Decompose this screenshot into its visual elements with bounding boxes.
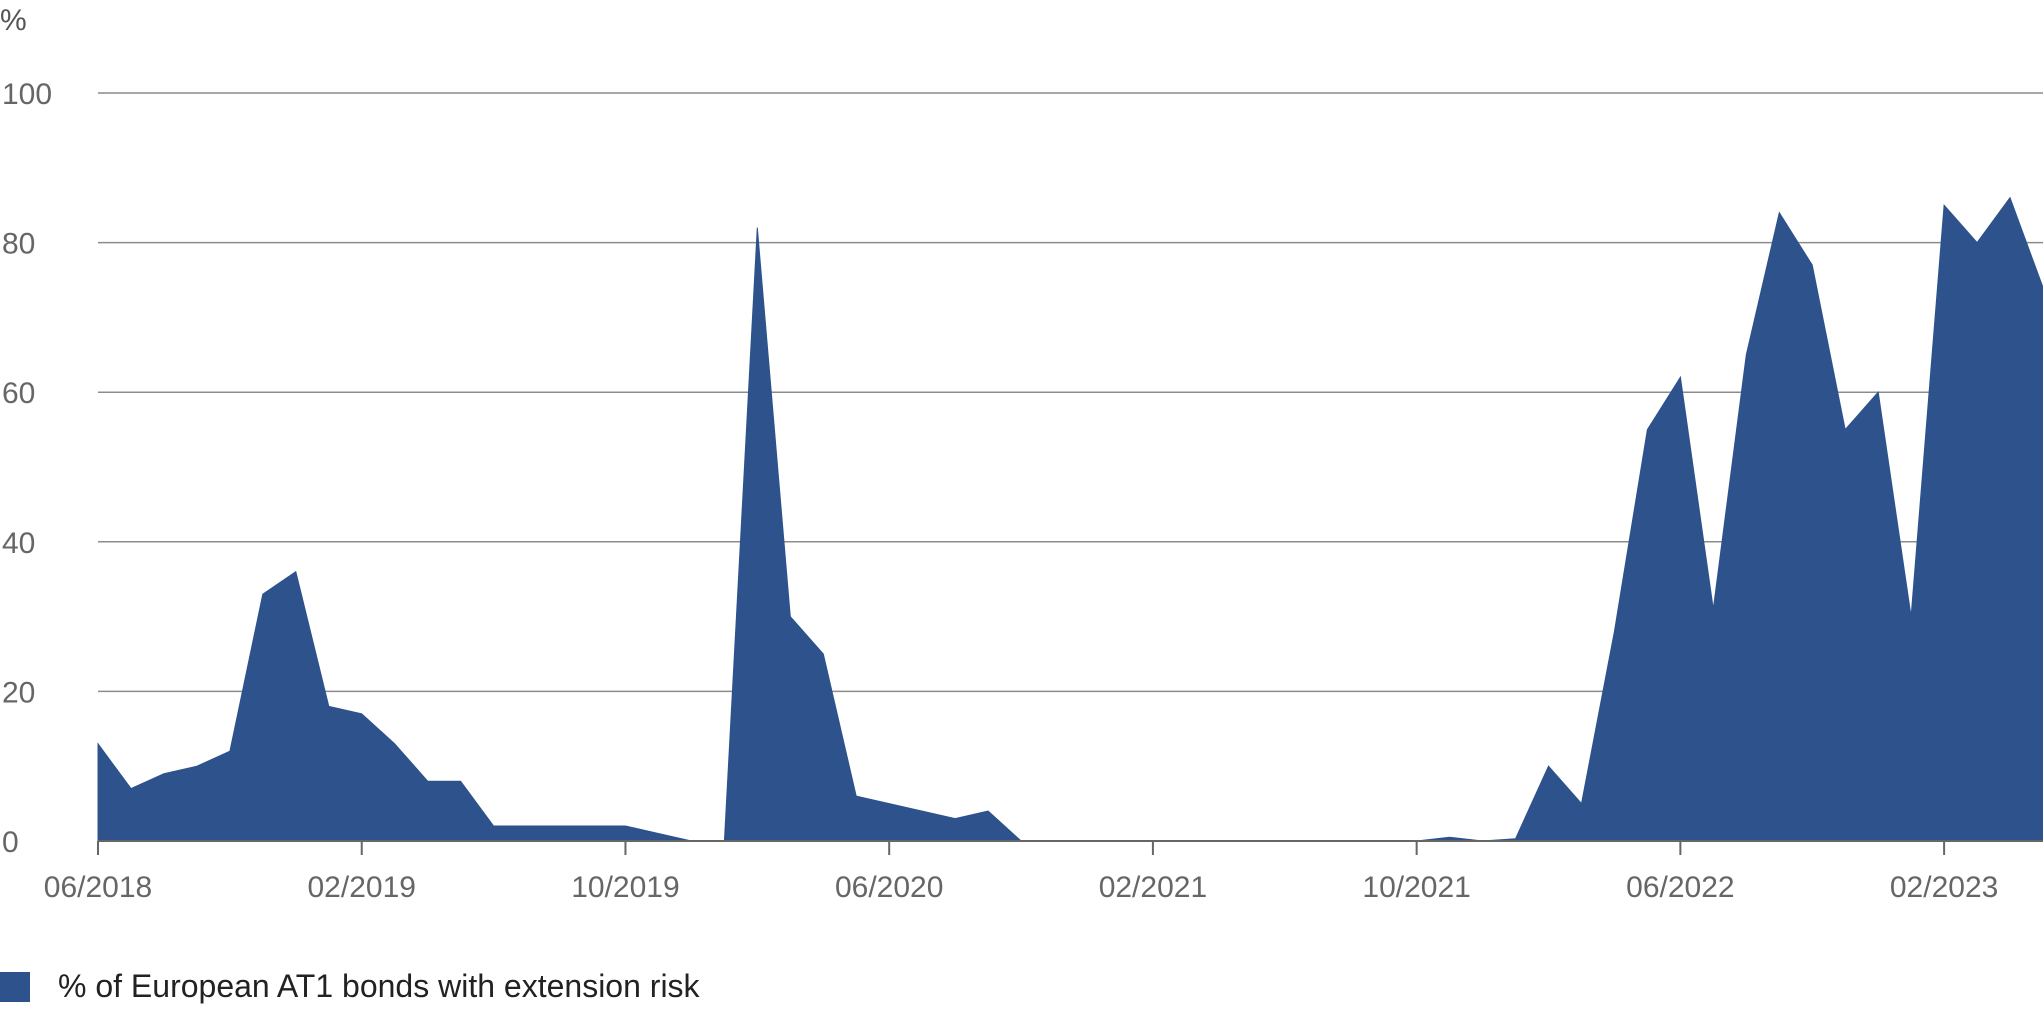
x-tick-label: 06/2020 [835,871,943,904]
x-tick-label: 10/2019 [571,871,679,904]
area--of-european-at1-bonds-with-extension-risk [97,196,2043,842]
x-tick-label: 02/2019 [308,871,416,904]
y-tick-label: 80 [2,228,35,261]
legend: % of European AT1 bonds with extension r… [0,968,700,1005]
legend-label: % of European AT1 bonds with extension r… [58,968,700,1004]
area-series [97,196,2043,842]
legend-swatch [0,971,30,1002]
y-tick-label: 40 [2,527,35,560]
y-axis-label: % [0,4,27,37]
x-tick-label: 06/2022 [1626,871,1734,904]
y-tick-label: 100 [2,78,52,111]
x-tick-labels: 06/2018 02/2019 10/2019 06/2020 02/2021 10/20… [44,871,1999,904]
x-tick-label: 06/2018 [44,871,152,904]
x-tick-label: 10/2021 [1362,871,1470,904]
x-axis [97,840,2043,855]
y-tick-label: 60 [2,377,35,410]
y-tick-label: 20 [2,676,35,709]
x-tick-label: 02/2021 [1099,871,1207,904]
y-tick-labels: 0 20 40 60 80 100 [2,78,52,859]
y-tick-label: 0 [2,826,19,859]
x-tick-label: 02/2023 [1890,871,1998,904]
